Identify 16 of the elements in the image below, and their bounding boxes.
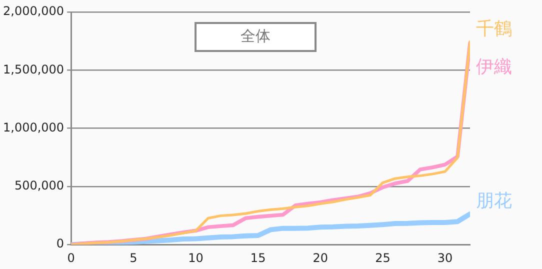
x-tick-label: 10 [188, 250, 204, 265]
y-tick-label: 0 [56, 236, 64, 251]
series-label: 伊織 [476, 56, 512, 78]
x-tick-label: 25 [375, 250, 390, 265]
x-tick-label: 20 [312, 250, 328, 265]
x-tick-label: 30 [437, 250, 453, 265]
y-tick-label: 500,000 [14, 178, 64, 193]
x-tick-label: 0 [67, 250, 75, 265]
y-tick-label: 1,500,000 [2, 62, 64, 76]
series-label: 千鶴 [476, 18, 512, 40]
series-label: 朋花 [476, 190, 512, 212]
x-tick-label: 15 [250, 250, 266, 265]
x-tick-label: 5 [130, 250, 138, 265]
y-tick-label: 1,000,000 [2, 120, 64, 134]
y-tick-label: 2,000,000 [2, 4, 64, 18]
text: 全体 [240, 26, 271, 45]
